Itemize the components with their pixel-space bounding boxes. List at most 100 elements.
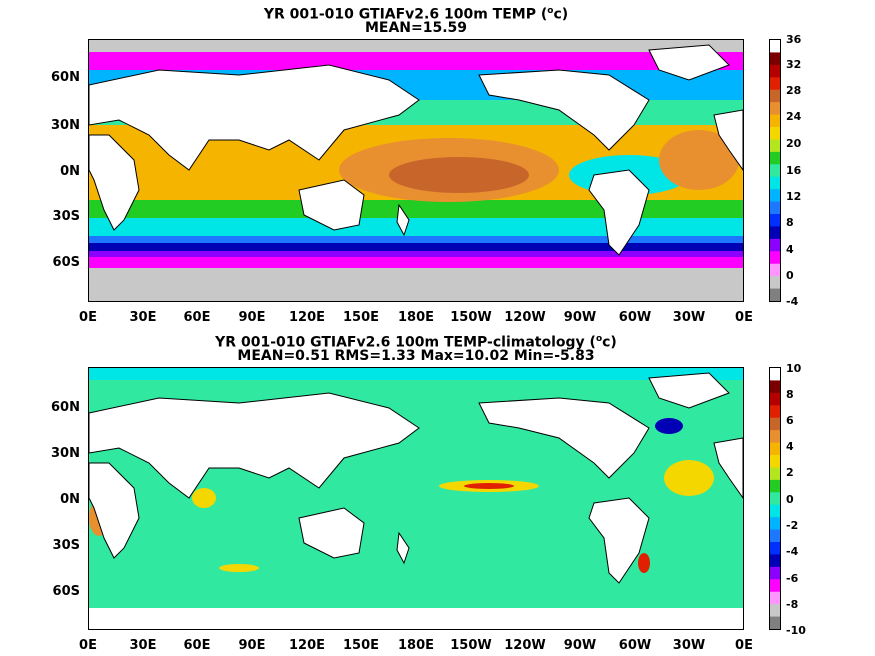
p1-lat-60s: 60S — [52, 255, 80, 270]
colorbar-swatch — [770, 542, 780, 555]
p1-cb-4: 4 — [786, 243, 794, 256]
africa-west — [713, 437, 743, 499]
south-sub-band — [89, 200, 743, 220]
panel2-colorbar-svg — [770, 368, 780, 629]
north-america — [478, 397, 650, 479]
north-america — [478, 69, 650, 151]
colorbar-swatch — [770, 479, 780, 493]
colorbar-swatch — [770, 529, 780, 543]
colorbar-swatch — [770, 263, 780, 277]
p2-lon-90e: 90E — [238, 638, 266, 653]
colorbar-swatch — [770, 102, 780, 116]
land-masses-2 — [89, 372, 743, 584]
panel1-title-line2: MEAN=15.59 — [364, 20, 468, 36]
p1-lat-0n: 0N — [60, 164, 80, 179]
p1-cb-20: 20 — [786, 137, 802, 150]
colorbar-swatch — [770, 288, 780, 301]
p2-cb-6: 6 — [786, 414, 794, 427]
p2-lat-0n: 0N — [60, 492, 80, 507]
colorbar-swatch — [770, 64, 780, 78]
north-atlantic-cold — [655, 418, 683, 434]
colorbar-swatch — [770, 151, 780, 165]
panel1-title-line1: YR 001-010 GTIAFv2.6 100m TEMP (oc) — [263, 6, 569, 23]
colorbar-swatch — [770, 127, 780, 140]
p2-lon-0e-end: 0E — [735, 638, 753, 653]
south-mid-band — [89, 218, 743, 238]
land-masses — [89, 44, 743, 256]
arctic-anomaly — [89, 368, 743, 380]
p2-lon-120w: 120W — [504, 638, 546, 653]
p1-lon-120e: 120E — [288, 310, 326, 325]
colorbar-swatch — [770, 77, 780, 91]
panel1-map-svg — [89, 40, 743, 301]
colorbar-swatch — [770, 89, 780, 103]
colorbar-swatch — [770, 604, 780, 618]
colorbar-swatch — [770, 492, 780, 506]
greenland — [648, 44, 730, 81]
colorbar-swatch — [770, 554, 780, 568]
p2-cb-8: 8 — [786, 388, 794, 401]
p2-lon-60e: 60E — [183, 638, 211, 653]
australia — [298, 507, 365, 559]
colorbar-swatch — [770, 566, 780, 580]
australia — [298, 179, 365, 231]
p2-cb-minus6: -6 — [786, 572, 799, 585]
south-america — [588, 169, 650, 256]
panel1-colorbar — [769, 39, 781, 302]
panel2-colorbar — [769, 367, 781, 630]
p1-cb-36: 36 — [786, 33, 802, 46]
p2-cb-minus8: -8 — [786, 598, 799, 611]
p2-cb-2: 2 — [786, 466, 794, 479]
p1-cb-16: 16 — [786, 164, 802, 177]
p2-lon-120e: 120E — [288, 638, 326, 653]
colorbar-swatch — [770, 164, 780, 178]
p1-lon-90w: 90W — [563, 310, 597, 325]
greenland — [648, 372, 730, 409]
p1-lon-150w: 150W — [450, 310, 492, 325]
colorbar-swatch — [770, 276, 780, 290]
p1-cb-8: 8 — [786, 216, 794, 229]
brazil-malvinas — [638, 553, 650, 573]
eurasia — [89, 392, 420, 499]
colorbar-swatch — [770, 517, 780, 531]
colorbar-swatch — [770, 226, 780, 240]
p1-cb-0: 0 — [786, 269, 794, 282]
p1-cb-32: 32 — [786, 58, 802, 71]
p2-lat-30s: 30S — [52, 538, 80, 553]
colorbar-swatch — [770, 591, 780, 605]
colorbar-swatch — [770, 616, 780, 629]
tropical-atlantic-warm — [664, 460, 714, 496]
colorbar-swatch — [770, 467, 780, 481]
p1-lon-120w: 120W — [504, 310, 546, 325]
p2-cb-minus10: -10 — [786, 624, 806, 637]
p2-cb-minus2: -2 — [786, 519, 799, 532]
colorbar-swatch — [770, 201, 780, 215]
p2-lon-150w: 150W — [450, 638, 492, 653]
colorbar-swatch — [770, 455, 780, 468]
colorbar-swatch — [770, 368, 780, 381]
p2-cb-4: 4 — [786, 440, 794, 453]
warm-pool-core — [389, 157, 529, 193]
p1-lon-60w: 60W — [618, 310, 652, 325]
p2-lon-180e: 180E — [397, 638, 435, 653]
p2-cb-10: 10 — [786, 362, 802, 375]
colorbar-swatch — [770, 405, 780, 419]
colorbar-swatch — [770, 189, 780, 203]
south-america — [588, 497, 650, 584]
p2-lat-60s: 60S — [52, 584, 80, 599]
colorbar-swatch — [770, 238, 780, 252]
colorbar-swatch — [770, 417, 780, 431]
south-band-blue — [89, 236, 743, 246]
colorbar-swatch — [770, 176, 780, 190]
p1-lat-30s: 30S — [52, 209, 80, 224]
colorbar-swatch — [770, 52, 780, 66]
p2-lon-30w: 30W — [672, 638, 706, 653]
p2-lon-150e: 150E — [342, 638, 380, 653]
p1-lon-90e: 90E — [238, 310, 266, 325]
p1-cb-24: 24 — [786, 110, 802, 123]
colorbar-swatch — [770, 442, 780, 456]
p1-lat-30n: 30N — [51, 118, 80, 133]
colorbar-swatch — [770, 392, 780, 406]
colorbar-swatch — [770, 504, 780, 518]
colorbar-swatch — [770, 214, 780, 227]
